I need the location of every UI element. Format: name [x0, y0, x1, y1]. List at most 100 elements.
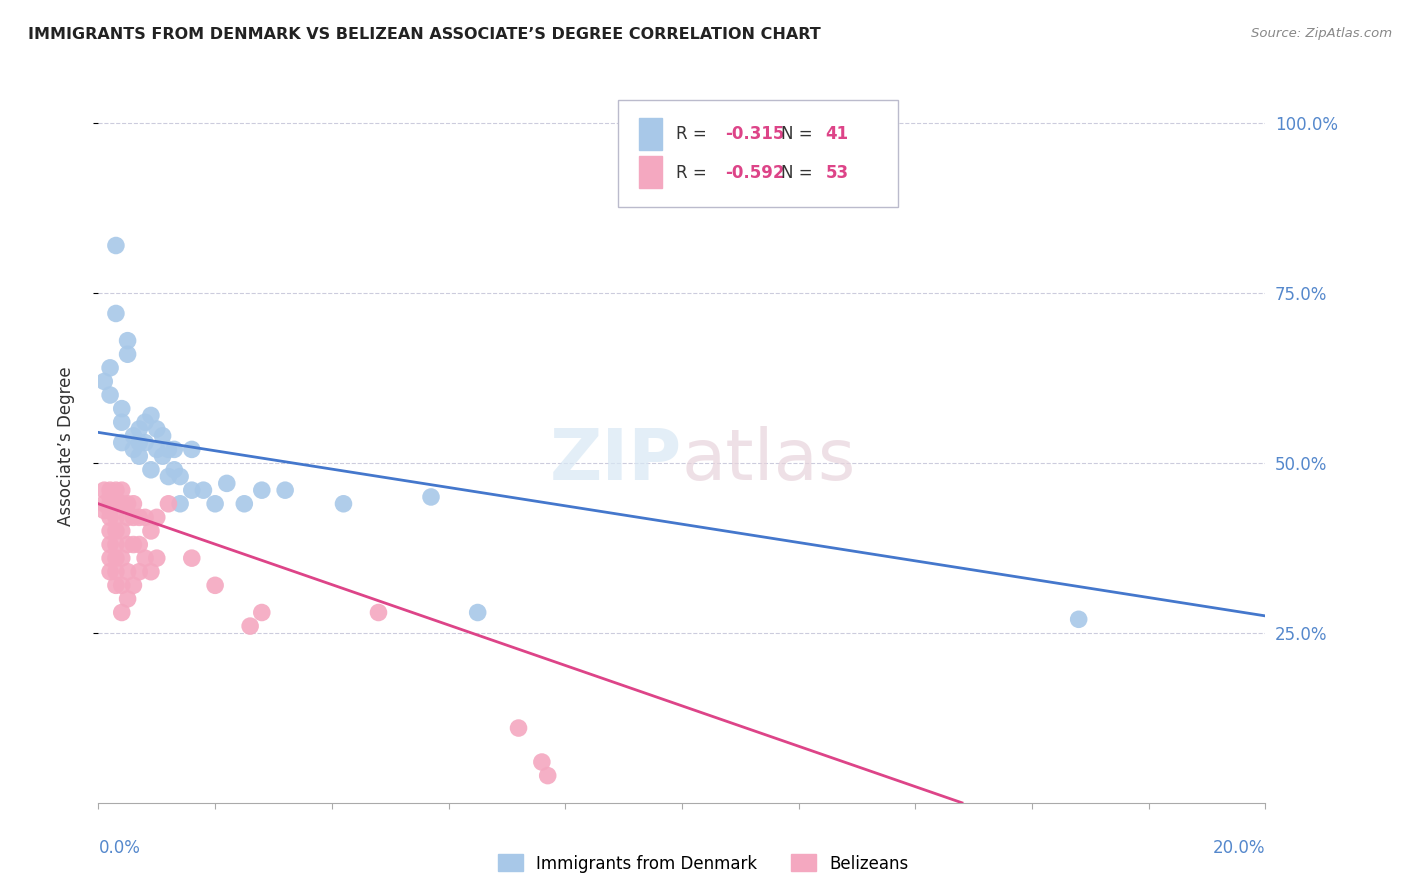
Point — [146, 551, 169, 566]
Point — [215, 476, 238, 491]
Point — [134, 435, 156, 450]
Point — [128, 422, 150, 436]
Point — [250, 483, 273, 498]
Point — [98, 503, 121, 517]
Point — [420, 490, 443, 504]
Point — [134, 415, 156, 429]
Text: 0.0%: 0.0% — [98, 838, 141, 856]
Point — [117, 510, 139, 524]
Point — [180, 551, 202, 566]
Point — [530, 755, 553, 769]
Point — [117, 537, 139, 551]
Point — [163, 463, 186, 477]
Point — [104, 565, 127, 579]
Text: R =: R = — [676, 164, 711, 182]
Point — [122, 497, 145, 511]
Text: N =: N = — [782, 125, 818, 143]
Point — [146, 422, 169, 436]
Point — [152, 449, 174, 463]
Point — [122, 429, 145, 443]
Point — [104, 510, 127, 524]
Point — [98, 483, 121, 498]
Point — [128, 537, 150, 551]
Text: atlas: atlas — [682, 425, 856, 495]
Bar — [638, 156, 662, 188]
Point — [111, 606, 134, 620]
Point — [111, 497, 134, 511]
Point — [98, 537, 121, 551]
Point — [508, 721, 530, 735]
Point — [537, 769, 560, 783]
Point — [180, 442, 202, 457]
Point — [117, 334, 139, 348]
Point — [93, 503, 115, 517]
Text: -0.315: -0.315 — [725, 125, 785, 143]
Point — [111, 578, 134, 592]
Point — [104, 578, 127, 592]
Point — [169, 469, 191, 483]
Text: 53: 53 — [825, 164, 849, 182]
Point — [139, 463, 162, 477]
Point — [1067, 612, 1090, 626]
Point — [146, 510, 169, 524]
Point — [104, 537, 127, 551]
Y-axis label: Associate’s Degree: Associate’s Degree — [56, 367, 75, 525]
Point — [104, 483, 127, 498]
Point — [122, 537, 145, 551]
Text: N =: N = — [782, 164, 818, 182]
Point — [250, 606, 273, 620]
Point — [98, 497, 121, 511]
Point — [134, 551, 156, 566]
Text: ZIP: ZIP — [550, 425, 682, 495]
Point — [111, 524, 134, 538]
Point — [180, 483, 202, 498]
Point — [193, 483, 215, 498]
Point — [98, 388, 121, 402]
FancyBboxPatch shape — [617, 100, 898, 207]
Point — [152, 429, 174, 443]
Point — [93, 497, 115, 511]
Point — [104, 238, 127, 252]
Point — [239, 619, 262, 633]
Point — [111, 401, 134, 416]
Point — [467, 606, 489, 620]
Point — [111, 415, 134, 429]
Point — [104, 551, 127, 566]
Point — [233, 497, 256, 511]
Point — [98, 510, 121, 524]
Point — [98, 524, 121, 538]
Point — [367, 606, 389, 620]
Point — [139, 409, 162, 423]
Point — [128, 435, 150, 450]
Point — [332, 497, 354, 511]
Point — [98, 551, 121, 566]
Point — [104, 306, 127, 320]
Bar — [638, 118, 662, 150]
Point — [117, 591, 139, 606]
Point — [111, 483, 134, 498]
Point — [93, 483, 115, 498]
Point — [169, 497, 191, 511]
Point — [204, 578, 226, 592]
Text: R =: R = — [676, 125, 711, 143]
Point — [139, 524, 162, 538]
Point — [98, 565, 121, 579]
Legend: Immigrants from Denmark, Belizeans: Immigrants from Denmark, Belizeans — [491, 847, 915, 880]
Point — [157, 497, 180, 511]
Point — [204, 497, 226, 511]
Point — [122, 578, 145, 592]
Point — [117, 497, 139, 511]
Point — [93, 375, 115, 389]
Point — [139, 565, 162, 579]
Point — [157, 442, 180, 457]
Point — [128, 449, 150, 463]
Point — [134, 510, 156, 524]
Point — [104, 524, 127, 538]
Text: 41: 41 — [825, 125, 849, 143]
Text: IMMIGRANTS FROM DENMARK VS BELIZEAN ASSOCIATE’S DEGREE CORRELATION CHART: IMMIGRANTS FROM DENMARK VS BELIZEAN ASSO… — [28, 27, 821, 42]
Text: 20.0%: 20.0% — [1213, 838, 1265, 856]
Point — [98, 360, 121, 375]
Point — [117, 565, 139, 579]
Point — [117, 347, 139, 361]
Point — [157, 469, 180, 483]
